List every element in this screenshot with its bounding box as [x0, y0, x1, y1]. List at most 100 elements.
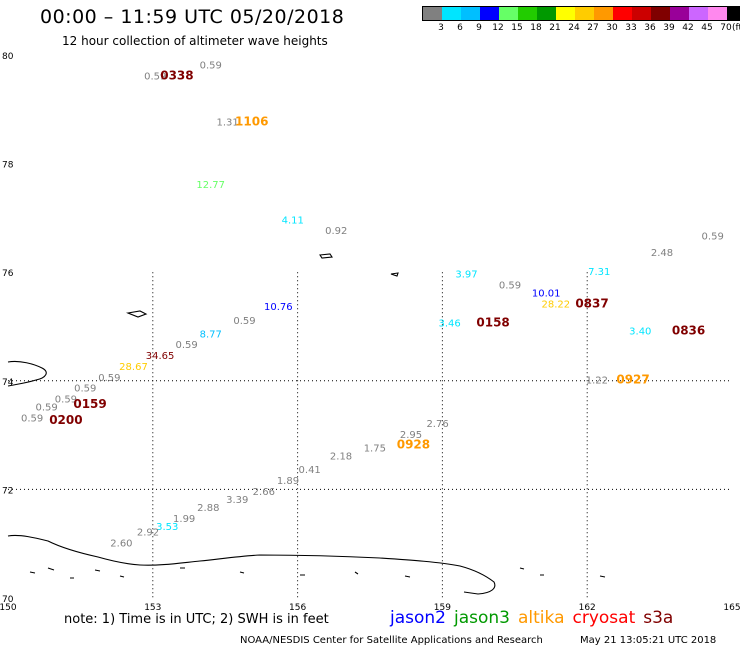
satellite-legend-item: s3a	[643, 608, 674, 628]
satellite-legend-item: cryosat	[572, 608, 636, 628]
color-swatch	[708, 7, 727, 20]
wave-height-label: 2.60	[110, 538, 132, 549]
lon-tick-label: 156	[289, 603, 306, 613]
wave-height-label: 0.92	[325, 226, 347, 237]
wave-height-label: 0.59	[35, 403, 57, 414]
wave-height-label: 1.22	[586, 376, 608, 387]
wave-height-label: 0.59	[74, 384, 96, 395]
wave-height-label: 10.76	[264, 302, 293, 313]
wave-height-label: 2.66	[253, 487, 275, 498]
color-scale-tick: 24	[568, 23, 580, 33]
wave-height-label: 10.01	[532, 289, 561, 300]
lon-tick-label: 162	[579, 603, 596, 613]
wave-height-readings: 0.590.590.590.590.5928.6734.650.598.770.…	[21, 61, 724, 550]
footer-generated: May 21 13:05:21 UTC 2018	[580, 635, 717, 646]
footer-note: note: 1) Time is in UTC; 2) SWH is in fe…	[64, 612, 329, 627]
color-scale-tick: 36	[644, 23, 656, 33]
color-swatch	[689, 7, 708, 20]
wave-height-label: 28.67	[119, 362, 148, 373]
lat-tick-label: 72	[2, 486, 13, 496]
wave-height-label: 2.18	[330, 452, 352, 463]
wave-height-label: 2.95	[400, 430, 422, 441]
color-scale-swatches	[422, 6, 740, 21]
color-scale-tick: 45	[701, 23, 713, 33]
color-scale-tick: 15	[511, 23, 523, 33]
color-scale-tick: 33	[625, 23, 637, 33]
coastline	[7, 253, 606, 595]
wave-height-label: 0.59	[702, 232, 724, 243]
pass-time-label: 1106	[235, 115, 268, 129]
satellite-legend-item: jason3	[454, 608, 510, 628]
lat-tick-label: 78	[2, 161, 14, 171]
new-siberian-islands	[7, 360, 47, 387]
color-swatch	[727, 7, 740, 20]
wave-height-label: 1.31	[216, 118, 238, 129]
lat-tick-label: 80	[2, 52, 14, 62]
wave-height-label: 2.48	[651, 248, 673, 259]
wave-height-label: 3.39	[226, 495, 248, 506]
satellite-legend-item: jason2	[390, 608, 446, 628]
color-swatch	[670, 7, 689, 20]
lat-tick-label: 70	[2, 595, 14, 605]
wave-height-label: 3.40	[629, 327, 651, 338]
pass-time-label: 0837	[575, 296, 608, 310]
wave-height-label: 4.11	[282, 215, 304, 226]
wave-height-label: 0.59	[98, 373, 120, 384]
wave-height-label: 28.22	[542, 299, 571, 310]
color-swatch	[632, 7, 651, 20]
color-swatch	[499, 7, 518, 20]
wave-height-label: 12.77	[196, 180, 225, 191]
lon-tick-label: 150	[0, 603, 17, 613]
wave-height-label: 0.59	[233, 316, 255, 327]
map-subtitle: 12 hour collection of altimeter wave hei…	[62, 34, 328, 48]
color-swatch	[442, 7, 461, 20]
small-island-2	[319, 253, 333, 259]
color-scale-tick: 18	[530, 23, 542, 33]
lat-tick-label: 74	[2, 378, 14, 388]
color-scale-tick: 39	[663, 23, 675, 33]
color-swatch	[613, 7, 632, 20]
color-scale-tick: 12	[492, 23, 504, 33]
color-swatch	[575, 7, 594, 20]
wave-height-label: 0.59	[55, 395, 77, 406]
wave-height-label: 8.77	[200, 329, 222, 340]
color-swatch	[556, 7, 575, 20]
color-swatch	[461, 7, 480, 20]
color-scale-tick: 6	[457, 23, 463, 33]
small-island-3	[390, 272, 399, 277]
siberian-coastline	[7, 534, 496, 595]
pass-time-labels: 0338 1106 0159 0200 0158 0837 0836 0927 0928	[49, 68, 705, 451]
color-swatch	[480, 7, 499, 20]
pass-time-label: 0158	[476, 316, 509, 330]
color-scale-tick: 70	[720, 23, 732, 33]
color-swatch	[594, 7, 613, 20]
color-swatch	[537, 7, 556, 20]
wave-height-label: 3.97	[455, 270, 477, 281]
wave-height-label: 2.76	[426, 419, 448, 430]
footer-credit: NOAA/NESDIS Center for Satellite Applica…	[240, 635, 543, 646]
lat-tick-label: 76	[2, 269, 14, 279]
wave-height-label: 3.46	[439, 319, 461, 330]
color-swatch	[518, 7, 537, 20]
pass-time-label: 0200	[49, 413, 82, 427]
wave-height-label: 0.59	[21, 414, 43, 425]
pass-time-label: 0836	[672, 324, 705, 338]
wave-height-label: 3.53	[156, 522, 178, 533]
color-scale-tick: 21	[549, 23, 561, 33]
wave-height-label: 0.59	[175, 340, 197, 351]
color-scale-tick: 42	[682, 23, 694, 33]
pass-time-label: 0338	[160, 68, 193, 82]
lat-lon-grid: 150 153 156 159 162 165 80 78 76 74 72 70	[0, 52, 740, 613]
wave-height-label: 2.88	[197, 503, 219, 514]
wave-height-label: 0.41	[299, 465, 321, 476]
wave-height-label: 1.89	[277, 476, 299, 487]
satellite-legend: jason2 jason3 altika cryosat s3a	[390, 608, 681, 628]
wave-height-label: 1.99	[173, 514, 195, 525]
wave-height-label: 1.75	[364, 443, 386, 454]
small-island-1	[125, 310, 148, 318]
color-scale-tick: 27	[587, 23, 599, 33]
color-scale-unit: (ft)	[732, 23, 740, 33]
